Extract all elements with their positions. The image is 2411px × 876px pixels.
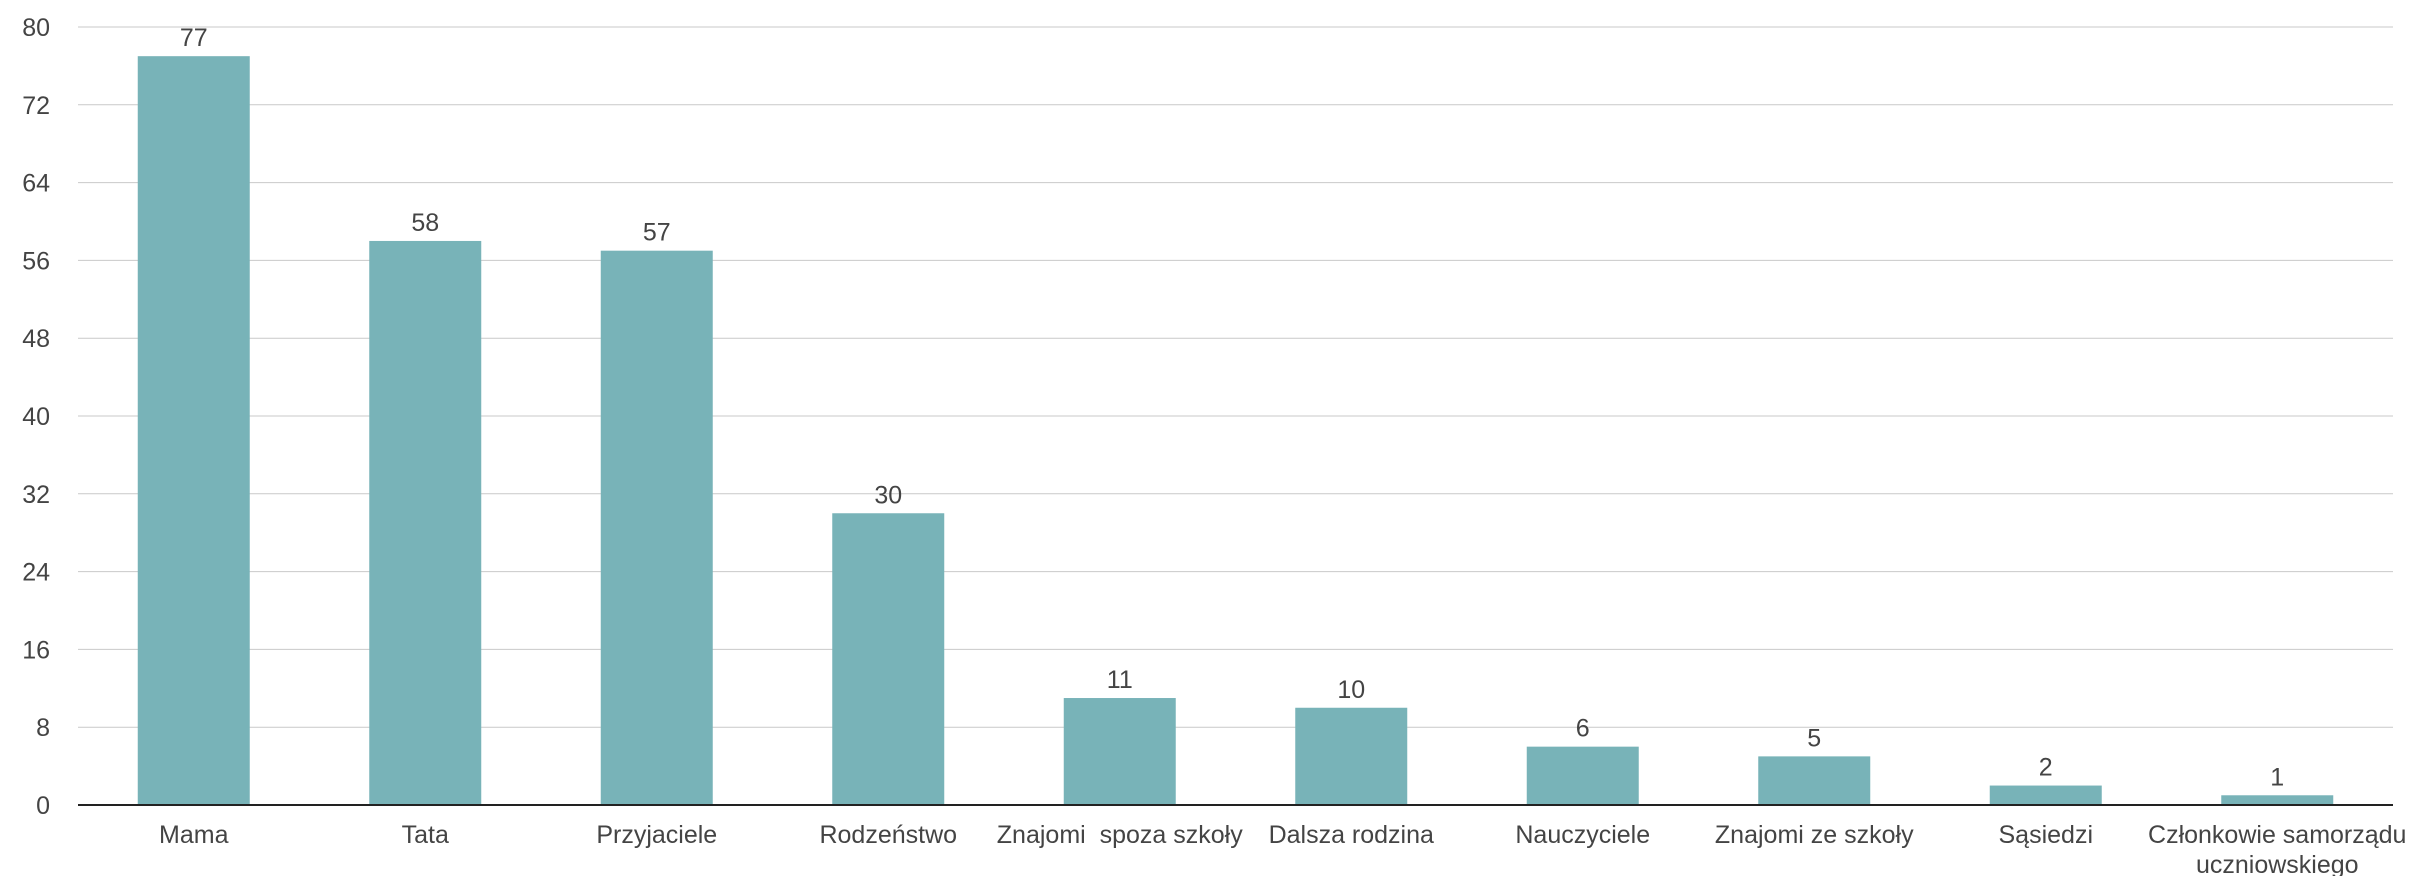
- bar-10: [2221, 795, 2334, 805]
- x-tick-label-1: Mama: [159, 821, 229, 849]
- data-label-2: 58: [411, 209, 439, 237]
- x-tick-label-6: Dalsza rodzina: [1269, 821, 1434, 849]
- y-tick-label-24: 24: [22, 559, 50, 587]
- x-tick-label-8: Znajomi ze szkoły: [1715, 821, 1914, 849]
- y-tick-label-8: 8: [36, 714, 50, 742]
- x-tick-label-5: Znajomi spoza szkoły: [997, 821, 1243, 849]
- bar-2: [369, 240, 482, 805]
- bar-5: [1063, 698, 1176, 805]
- data-label-4: 30: [874, 481, 902, 509]
- bar-1: [137, 56, 250, 806]
- bar-3: [600, 250, 713, 806]
- bar-4: [832, 513, 945, 805]
- data-label-5: 11: [1107, 666, 1133, 694]
- data-label-3: 57: [643, 219, 671, 247]
- x-tick-label-2: Tata: [402, 821, 449, 849]
- x-axis: Mama Tata Przyjaciele Rodzeństwo Znajomi spo…: [159, 821, 2406, 876]
- data-label-8: 5: [1807, 724, 1821, 752]
- bar-8: [1758, 756, 1871, 805]
- y-tick-label-32: 32: [22, 481, 50, 509]
- data-labels: 77 58 57 30 11 10 6 5 2 1: [180, 24, 2284, 791]
- y-tick-label-56: 56: [22, 247, 50, 275]
- x-tick-label-7: Nauczyciele: [1515, 821, 1650, 849]
- y-tick-label-80: 80: [22, 14, 50, 42]
- x-tick-label-4: Rodzeństwo: [819, 821, 957, 849]
- x-tick-label-9: Sąsiedzi: [1999, 821, 2094, 849]
- data-label-6: 10: [1337, 676, 1365, 704]
- y-tick-label-64: 64: [22, 170, 50, 198]
- y-tick-label-40: 40: [22, 403, 50, 431]
- y-tick-label-72: 72: [22, 92, 50, 120]
- y-axis: 0 8 16 24 32 40 48 56 64 72 80: [22, 14, 50, 820]
- y-tick-label-16: 16: [22, 636, 50, 664]
- data-label-7: 6: [1576, 715, 1590, 743]
- x-tick-label-3: Przyjaciele: [596, 821, 717, 849]
- data-label-10: 1: [2270, 763, 2284, 791]
- y-tick-label-0: 0: [36, 792, 50, 820]
- data-label-1: 77: [180, 24, 208, 52]
- bar-6: [1295, 707, 1408, 805]
- data-label-9: 2: [2039, 754, 2053, 782]
- bars: [137, 56, 2334, 806]
- y-tick-label-48: 48: [22, 325, 50, 353]
- bar-9: [1989, 785, 2102, 805]
- x-tick-label-10: Członkowie samorządu uczniowskiego: [2148, 821, 2406, 876]
- bar-7: [1526, 746, 1639, 805]
